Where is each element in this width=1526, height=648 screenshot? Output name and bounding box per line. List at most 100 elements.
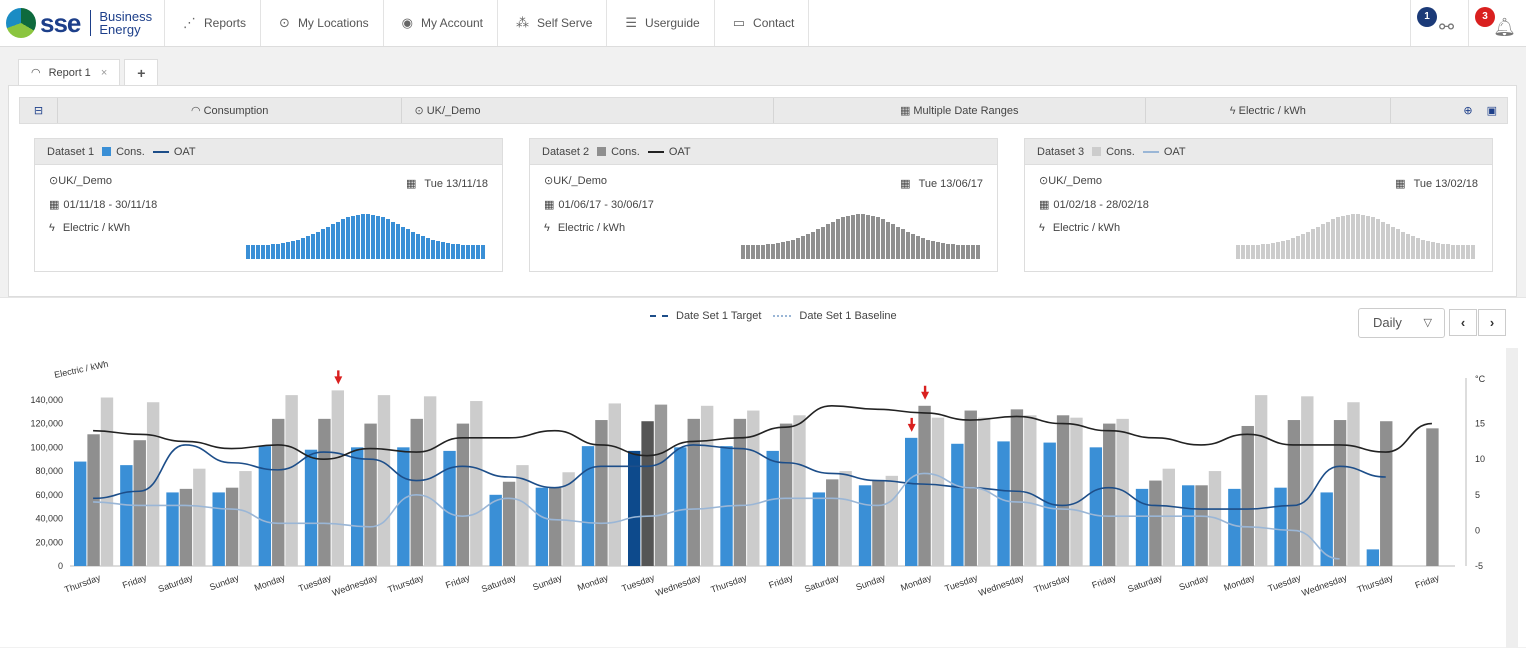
sparkline-bar: [1316, 226, 1320, 259]
collapse-toggle[interactable]: ⊟: [20, 98, 58, 123]
sparkline-bar: [1326, 221, 1330, 259]
x-tick-label: Friday: [1414, 572, 1441, 590]
y-tick-label: 140,000: [30, 395, 63, 405]
collapse-icon: ⊟: [33, 105, 44, 117]
sparkline-bar: [461, 244, 465, 259]
share-notifications-button[interactable]: 1 ⚯: [1410, 0, 1468, 46]
sparkline-bar: [906, 231, 910, 259]
chart-bar: [885, 475, 898, 566]
sparkline-bar: [976, 245, 980, 259]
y-tick-label: 60,000: [35, 490, 63, 500]
chart-bar: [212, 492, 225, 566]
temperature-line: [93, 472, 1340, 560]
sparkline-bar: [1291, 238, 1295, 259]
nav-reports[interactable]: ⋰ Reports: [165, 0, 262, 46]
sparkline-bar: [1346, 214, 1350, 259]
add-tab-button[interactable]: +: [124, 59, 159, 85]
add-dataset-icon[interactable]: ⊕: [1463, 105, 1473, 117]
chart-bar: [905, 437, 918, 566]
chart-bar: [1195, 485, 1208, 566]
sparkline-bar: [896, 226, 900, 259]
interval-select[interactable]: Daily ▽: [1358, 308, 1445, 338]
dataset-location-text: UK/_Demo: [58, 175, 113, 187]
sparkline-bar: [311, 234, 315, 259]
chevron-down-icon: ▽: [1423, 317, 1432, 329]
sparkline-bar: [316, 231, 320, 259]
oat-swatch: [152, 150, 169, 153]
sparkline-bar: [391, 221, 395, 259]
dataset-sparkline: [246, 214, 486, 259]
nav-my-account[interactable]: ◉ My Account: [384, 0, 499, 46]
sparkline-bar: [331, 224, 335, 259]
sparkline-bar: [1261, 244, 1265, 259]
sparkline-bar: [961, 244, 965, 259]
next-period-button[interactable]: ›: [1478, 309, 1506, 336]
sparkline-bar: [411, 231, 415, 259]
cons-label: Cons.: [116, 145, 145, 158]
close-tab-icon[interactable]: ×: [100, 66, 108, 79]
nav-my-locations[interactable]: ⊙ My Locations: [261, 0, 384, 46]
sparkline-bar: [886, 221, 890, 259]
chart-bar: [1347, 402, 1360, 566]
nav-userguide[interactable]: ☰ Userguide: [607, 0, 715, 46]
sparkline-bar: [966, 245, 970, 259]
x-tick-label: Wednesday: [1300, 572, 1348, 598]
calendar-icon: ▦: [1039, 199, 1050, 211]
chart-bar: [1333, 420, 1347, 566]
nav-userguide-label: Userguide: [645, 16, 700, 30]
calendar-icon: ▦: [899, 105, 911, 117]
chart-bar: [423, 396, 437, 566]
sparkline-bar: [1241, 245, 1245, 259]
legend-baseline-label[interactable]: Date Set 1 Baseline: [799, 310, 897, 322]
filter-unit[interactable]: ϟ Electric / kWh: [1146, 98, 1392, 123]
chart-bar: [595, 420, 608, 566]
sparkline-bar: [826, 224, 830, 259]
dataset-card-header: Dataset 3 Cons. OAT: [1025, 139, 1492, 165]
chart-bar: [1287, 420, 1301, 566]
nav-contact[interactable]: ▭ Contact: [715, 0, 810, 46]
nav-self-serve-label: Self Serve: [537, 16, 593, 30]
filter-consumption[interactable]: ◠ Consumption: [58, 98, 403, 123]
dataset-card-2[interactable]: Dataset 2 Cons. OAT ⊙UK/_Demo ▦ Tue 13/06…: [529, 138, 998, 272]
legend-target-label[interactable]: Date Set 1 Target: [676, 310, 762, 322]
tab-report-1[interactable]: ◠ Report 1 ×: [18, 59, 121, 85]
sparkline-bar: [821, 226, 825, 259]
x-tick-label: Saturday: [480, 572, 518, 594]
nav-self-serve[interactable]: ⁂ Self Serve: [498, 0, 608, 46]
sparkline-bar: [1446, 244, 1450, 259]
brand-subtitle: Business Energy: [90, 10, 152, 36]
prev-period-button[interactable]: ‹: [1449, 309, 1477, 336]
dataset-card-3[interactable]: Dataset 3 Cons. OAT ⊙UK/_Demo ▦ Tue 13/02…: [1024, 138, 1493, 272]
sparkline-bar: [466, 244, 470, 259]
chart-bar: [133, 440, 146, 566]
alerts-button[interactable]: 3 🔔︎: [1468, 0, 1526, 46]
chart-bar: [351, 447, 364, 566]
nav-my-account-label: My Account: [420, 16, 484, 30]
chart-bar: [1320, 492, 1333, 566]
location-pin-icon: ⊙: [1039, 175, 1049, 187]
sparkline-bar: [1426, 241, 1430, 259]
y2-tick-label: 15: [1475, 419, 1485, 429]
filter-dates[interactable]: ▦ Multiple Date Ranges: [774, 98, 1146, 123]
bell-icon: 🔔︎: [1493, 16, 1516, 37]
gauge-icon: ◠: [31, 67, 41, 79]
x-tick-label: Monday: [576, 572, 610, 593]
chart-scrollbar[interactable]: [1506, 348, 1518, 648]
dataset-card-1[interactable]: Dataset 1 Cons. OAT ⊙UK/_Demo ▦ Tue 13/11…: [34, 138, 503, 272]
dataset-unit-text: Electric / kWh: [62, 222, 131, 234]
chart-bar: [1228, 488, 1241, 566]
oat-swatch: [1142, 150, 1159, 153]
x-tick-label: Tuesday: [297, 572, 333, 593]
sparkline-bar: [251, 245, 255, 259]
sparkline-bar: [1416, 238, 1420, 259]
sse-logo[interactable]: sse Business Energy: [0, 0, 165, 46]
sparkline-bar: [1256, 244, 1260, 259]
x-tick-label: Wednesday: [977, 572, 1025, 598]
sparkline-bar: [441, 242, 445, 259]
chart-bar: [179, 488, 193, 566]
save-report-icon[interactable]: ▣: [1486, 105, 1498, 117]
filter-location[interactable]: ⊙ UK/_Demo: [402, 98, 774, 123]
list-icon: ☰: [625, 15, 638, 30]
lightning-icon: ϟ: [1229, 104, 1236, 117]
sparkline-bar: [946, 243, 950, 259]
